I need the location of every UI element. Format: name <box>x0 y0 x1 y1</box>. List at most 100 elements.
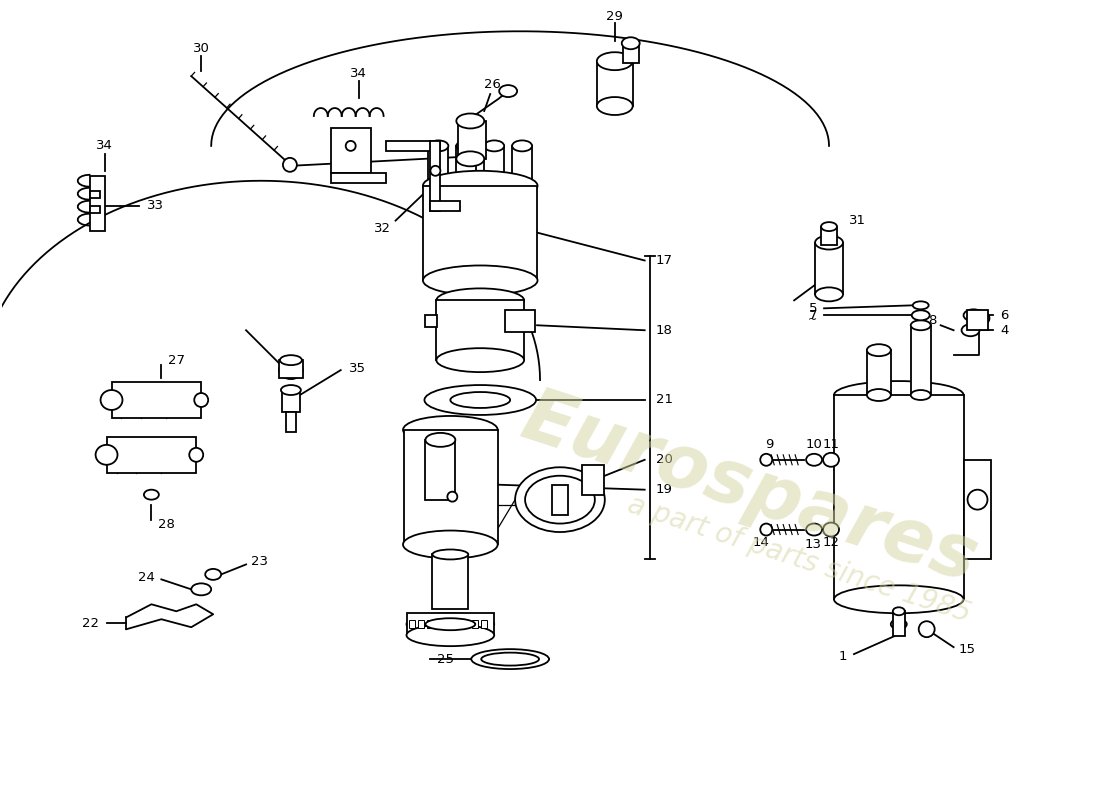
Text: ~: ~ <box>807 315 817 326</box>
Text: 19: 19 <box>656 483 672 496</box>
Ellipse shape <box>821 222 837 231</box>
Text: 17: 17 <box>656 254 672 267</box>
Bar <box>893 611 905 636</box>
Ellipse shape <box>806 454 822 466</box>
Text: 10: 10 <box>805 438 823 451</box>
Ellipse shape <box>515 467 605 532</box>
Text: Eurospares: Eurospares <box>513 382 987 598</box>
Ellipse shape <box>279 355 301 365</box>
Text: 13: 13 <box>804 538 822 551</box>
Ellipse shape <box>911 320 931 330</box>
Bar <box>89 190 100 198</box>
Bar <box>282 390 300 412</box>
Bar <box>456 146 476 186</box>
Bar <box>867 350 891 395</box>
Ellipse shape <box>450 392 510 408</box>
Bar <box>484 146 504 186</box>
Ellipse shape <box>597 52 632 70</box>
Bar <box>834 395 964 599</box>
Circle shape <box>448 492 458 502</box>
Ellipse shape <box>422 170 538 201</box>
Ellipse shape <box>428 141 449 151</box>
Text: 31: 31 <box>849 214 866 227</box>
Ellipse shape <box>403 416 497 444</box>
Bar <box>279 360 302 378</box>
Text: 23: 23 <box>251 555 268 568</box>
Ellipse shape <box>891 619 906 630</box>
Ellipse shape <box>407 614 494 635</box>
Ellipse shape <box>760 454 772 466</box>
Circle shape <box>345 141 355 151</box>
Bar <box>426 440 455 500</box>
Ellipse shape <box>279 361 302 379</box>
Bar <box>967 310 989 330</box>
Text: 28: 28 <box>158 518 175 531</box>
Bar <box>331 128 371 173</box>
Bar <box>597 61 632 106</box>
Ellipse shape <box>823 522 839 537</box>
Text: 34: 34 <box>350 66 367 80</box>
Text: 30: 30 <box>192 42 210 54</box>
Bar <box>331 173 386 182</box>
Ellipse shape <box>815 287 843 302</box>
Bar <box>430 201 460 210</box>
Ellipse shape <box>867 389 891 401</box>
Bar <box>454 620 460 628</box>
Bar <box>111 382 201 418</box>
Bar <box>505 310 535 332</box>
Ellipse shape <box>191 583 211 595</box>
Ellipse shape <box>484 180 504 191</box>
Ellipse shape <box>513 180 532 191</box>
Text: 5: 5 <box>808 302 817 315</box>
Text: 8: 8 <box>928 314 937 326</box>
Text: 34: 34 <box>96 139 113 152</box>
Text: 11: 11 <box>823 438 839 451</box>
Ellipse shape <box>834 586 964 614</box>
Bar <box>426 315 438 327</box>
Circle shape <box>968 490 988 510</box>
Bar <box>623 43 639 63</box>
Ellipse shape <box>437 348 524 372</box>
Ellipse shape <box>456 180 476 191</box>
Text: 4: 4 <box>1000 324 1009 337</box>
Ellipse shape <box>499 85 517 97</box>
Text: 12: 12 <box>823 536 839 549</box>
Ellipse shape <box>422 266 538 295</box>
Text: 35: 35 <box>349 362 365 374</box>
Bar <box>911 326 931 395</box>
Ellipse shape <box>867 344 891 356</box>
Ellipse shape <box>403 530 497 558</box>
Bar <box>89 206 100 213</box>
Text: 15: 15 <box>958 642 976 656</box>
Text: 9: 9 <box>764 438 773 451</box>
Text: 20: 20 <box>656 454 672 466</box>
Text: 18: 18 <box>656 324 672 337</box>
Ellipse shape <box>437 288 524 312</box>
Ellipse shape <box>621 38 640 50</box>
Bar <box>446 620 451 628</box>
Bar <box>582 465 604 494</box>
Ellipse shape <box>206 569 221 580</box>
Ellipse shape <box>144 490 158 500</box>
Bar <box>472 620 478 628</box>
Ellipse shape <box>893 607 905 615</box>
Bar <box>107 437 196 473</box>
Ellipse shape <box>481 653 539 666</box>
Ellipse shape <box>484 141 504 151</box>
Ellipse shape <box>456 141 476 151</box>
Text: 24: 24 <box>138 571 154 584</box>
Ellipse shape <box>426 433 455 447</box>
Bar <box>513 146 532 186</box>
Text: 14: 14 <box>752 536 770 549</box>
Text: 22: 22 <box>81 617 99 630</box>
Ellipse shape <box>426 618 475 630</box>
Ellipse shape <box>280 385 301 395</box>
Text: 33: 33 <box>147 199 164 212</box>
Bar <box>428 146 449 186</box>
Text: 29: 29 <box>606 10 624 23</box>
Bar <box>407 614 494 635</box>
Bar <box>424 186 537 281</box>
Bar <box>815 242 843 294</box>
Bar <box>459 121 486 159</box>
Ellipse shape <box>911 390 931 400</box>
